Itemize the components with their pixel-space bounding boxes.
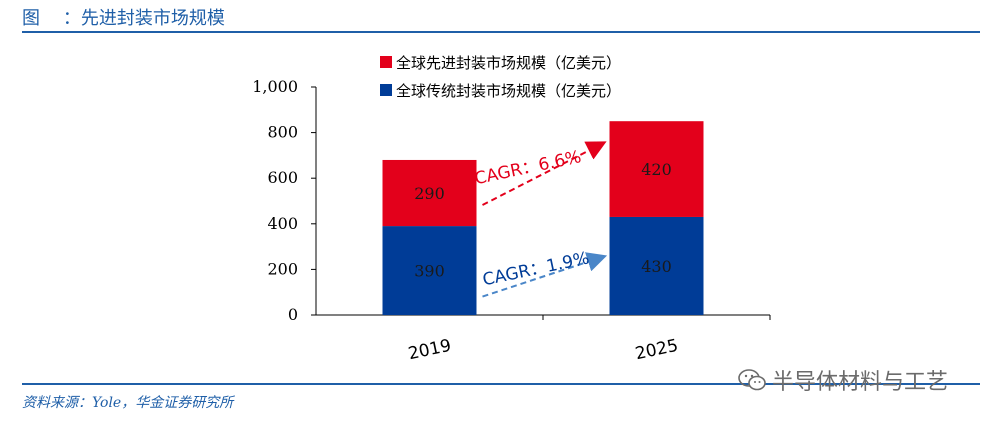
chart-bars: 390 290 430 420: [382, 121, 704, 315]
y-tick-label: 800: [267, 123, 298, 142]
legend-label: 全球传统封装市场规模（亿美元）: [396, 82, 621, 100]
watermark: 半导体材料与工艺: [738, 364, 948, 396]
bar-segment: [382, 226, 477, 315]
bar-segment: [609, 121, 704, 217]
cagr-label-traditional: CAGR：1.9%: [481, 248, 591, 290]
wechat-icon: [738, 369, 766, 391]
legend-swatch: [380, 84, 392, 96]
legend-swatch: [380, 56, 392, 68]
top-rule: [22, 31, 980, 33]
legend-label: 全球先进封装市场规模（亿美元）: [396, 54, 621, 72]
chart-legend: 全球先进封装市场规模（亿美元） 全球传统封装市场规模（亿美元）: [380, 54, 621, 100]
source-note: 资料来源：Yole，华金证券研究所: [22, 395, 234, 411]
y-tick-label: 0: [288, 305, 298, 324]
cagr-arrow-traditional: [482, 252, 608, 298]
y-tick-label: 400: [267, 214, 298, 233]
watermark-text: 半导体材料与工艺: [772, 370, 949, 395]
figure-title: 图 ：先进封装市场规模: [22, 8, 225, 29]
cagr-label-advanced: CAGR：6.6%: [473, 147, 583, 189]
x-tick-label: 2025: [633, 336, 679, 365]
bar-segment: [609, 216, 704, 315]
bar-segment: [382, 159, 477, 227]
x-tick-label: 2019: [406, 336, 452, 365]
data-label: 430: [641, 257, 672, 276]
y-tick-label: 1,000: [252, 77, 298, 96]
data-label: 420: [641, 160, 672, 179]
data-label: 290: [414, 184, 445, 203]
y-tick-label: 200: [267, 259, 298, 278]
chart-annotations: CAGR：6.6% CAGR：1.9%: [473, 141, 608, 298]
y-tick-label: 600: [267, 168, 298, 187]
data-label: 390: [414, 262, 445, 281]
bottom-rule: [22, 383, 980, 385]
cagr-arrow-advanced: [482, 141, 607, 206]
